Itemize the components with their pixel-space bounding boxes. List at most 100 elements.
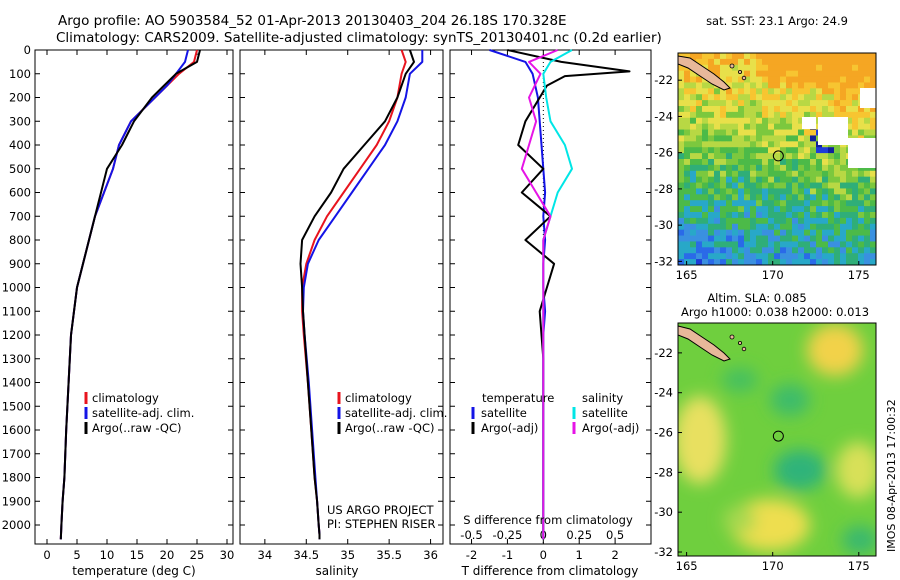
sst-cell	[720, 100, 727, 107]
sst-cell	[840, 82, 847, 89]
sst-cell	[756, 235, 763, 242]
sst-cell	[762, 159, 769, 166]
sst-cell	[768, 111, 775, 119]
sst-cell	[864, 111, 871, 119]
legend-label-temp-satellite: satellite	[481, 406, 527, 420]
sst-cell	[714, 164, 721, 172]
temperature-axes-frame	[34, 49, 234, 545]
sst-cell	[708, 88, 715, 95]
sst-cell	[870, 117, 876, 125]
sst-cell	[678, 135, 685, 142]
sst-cell	[792, 259, 799, 265]
sst-cell	[768, 259, 775, 265]
sst-cell	[684, 123, 691, 130]
sst-cell	[834, 212, 841, 219]
x-tick-label: 35.5	[376, 548, 402, 562]
y-tick-label: 1900	[2, 494, 31, 508]
sst-cell	[678, 253, 685, 260]
sst-cell	[810, 206, 817, 213]
sst-cell	[834, 217, 841, 225]
sst-cell	[816, 106, 823, 113]
sst-cell	[858, 212, 865, 219]
sst-cell	[726, 223, 733, 231]
sst-cell	[750, 200, 757, 207]
sst-cell	[738, 235, 745, 242]
sst-cell	[816, 259, 823, 265]
sst-cell	[804, 194, 811, 201]
sst-cell	[696, 153, 703, 160]
sst-cell	[702, 217, 709, 225]
sst-cell	[684, 206, 691, 213]
sst-cell	[786, 153, 793, 160]
sst-cell	[708, 147, 715, 154]
y-tick-label: 400	[9, 138, 31, 152]
sst-cell	[720, 123, 727, 130]
sst-cell	[702, 111, 709, 119]
sst-cell	[786, 129, 793, 136]
sst-cell	[786, 159, 793, 166]
sst-cell	[864, 241, 871, 248]
sst-cell	[732, 182, 739, 189]
sst-cell	[834, 176, 841, 183]
sst-cell	[732, 188, 739, 195]
sst-cell	[798, 141, 805, 148]
sst-cell	[834, 147, 841, 154]
sst-cell	[714, 194, 721, 201]
sst-cell	[708, 212, 715, 219]
sst-cell	[774, 153, 781, 160]
sst-cell	[684, 200, 691, 207]
sst-cell	[798, 53, 805, 60]
x-tick-label: 2	[611, 548, 618, 562]
sst-cell	[810, 200, 817, 207]
sst-cell	[762, 58, 769, 66]
sst-cell	[696, 82, 703, 89]
sst-cell	[798, 159, 805, 166]
sst-cell	[744, 223, 751, 231]
sst-cell	[798, 194, 805, 201]
sst-cell	[750, 229, 757, 236]
difference-legend: temperature satellite Argo(-adj) salinit…	[471, 391, 639, 435]
sst-cell	[750, 159, 757, 166]
sst-cell	[816, 176, 823, 183]
sst-map-land	[678, 55, 876, 168]
sst-cell	[690, 200, 697, 207]
sst-cell	[726, 176, 733, 183]
y-tick-label: 100	[9, 67, 31, 81]
sst-cell	[726, 194, 733, 201]
sst-cell	[828, 217, 835, 225]
sst-cell	[798, 135, 805, 142]
sst-cell	[840, 241, 847, 248]
sst-cell	[744, 94, 751, 101]
sst-cell	[750, 212, 757, 219]
sst-cell	[756, 247, 763, 254]
sst-cell	[786, 259, 793, 265]
sst-cell	[804, 217, 811, 225]
sst-cell	[726, 82, 733, 89]
sst-cell	[774, 135, 781, 142]
sst-cell	[774, 58, 781, 66]
sst-cell	[810, 147, 817, 154]
sst-cell	[774, 123, 781, 130]
sst-cell	[840, 212, 847, 219]
sst-cell	[732, 212, 739, 219]
sst-cell	[756, 217, 763, 225]
sst-cell	[744, 106, 751, 113]
salinity-xlabel: salinity	[315, 564, 358, 578]
y-tick-label: -24	[654, 109, 673, 123]
sst-cell	[786, 70, 793, 77]
sst-cell	[786, 111, 793, 119]
sst-cell	[864, 76, 871, 83]
sst-cell	[840, 229, 847, 236]
sst-cell	[744, 117, 751, 125]
sst-cell	[834, 247, 841, 254]
sst-cell	[696, 235, 703, 242]
sst-cell	[684, 188, 691, 195]
sst-cell	[732, 58, 739, 66]
sst-cell	[870, 247, 876, 254]
sst-cell	[750, 194, 757, 201]
sst-cell	[714, 106, 721, 113]
sst-cell	[798, 247, 805, 254]
sst-cell	[798, 147, 805, 154]
sst-cell	[678, 82, 685, 89]
sst-cell	[696, 164, 703, 172]
